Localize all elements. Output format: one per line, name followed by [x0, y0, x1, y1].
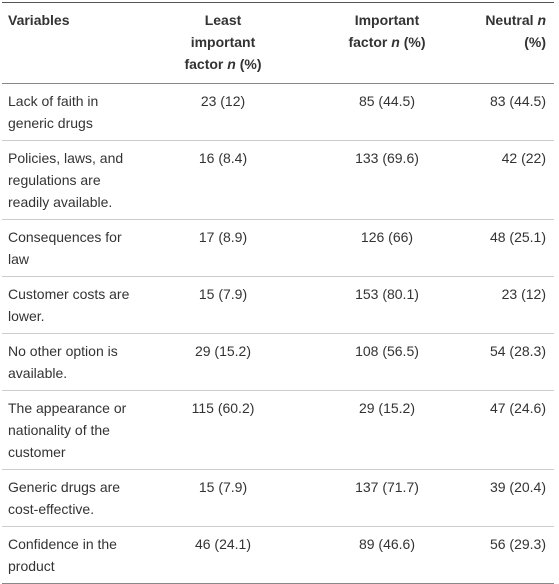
table-row: No other option is available. 29 (15.2) 10… [2, 333, 554, 391]
header-cell: Important factor n (%) [306, 2, 470, 84]
value-cell: 15 (7.9) [142, 276, 306, 334]
variable-cell: Lack of faith in generic drugs [2, 83, 142, 141]
header-unit: (%) [239, 56, 262, 72]
table-body: Lack of faith in generic drugs 23 (12) 85 … [2, 83, 554, 584]
value-cell: 54 (28.3) [470, 333, 554, 391]
value-cell: 23 (12) [142, 83, 306, 141]
header-wrap: Important factor n (%) [347, 9, 427, 53]
header-label: Least important factor [184, 12, 256, 72]
value-cell: 115 (60.2) [142, 390, 306, 470]
header-label: Variables [8, 12, 70, 28]
value-cell: 17 (8.9) [142, 219, 306, 277]
table-row: Generic drugs are cost-effective. 15 (7.9… [2, 469, 554, 527]
header-cell: Least important factor n (%) [142, 2, 306, 84]
table-row: Policies, laws, and regulations are read… [2, 140, 554, 220]
value-cell: 83 (44.5) [470, 83, 554, 141]
value-cell: 42 (22) [470, 140, 554, 220]
variable-cell: Generic drugs are cost-effective. [2, 469, 142, 527]
value-cell: 23 (12) [470, 276, 554, 334]
header-wrap: Neutral n (%) [485, 12, 546, 50]
header-n: n [227, 56, 236, 72]
variable-cell: No other option is available. [2, 333, 142, 391]
variable-cell: Policies, laws, and regulations are read… [2, 140, 142, 220]
value-cell: 47 (24.6) [470, 390, 554, 470]
header-n: n [391, 34, 400, 50]
table-row: Consequences for law 17 (8.9) 126 (66) 48 (… [2, 219, 554, 277]
variable-cell: The appearance or nationality of the cus… [2, 390, 142, 470]
header-row: Variables Least important factor n (%) Imp… [2, 2, 554, 84]
variable-cell: Consequences for law [2, 219, 142, 277]
variable-cell: Customer costs are lower. [2, 276, 142, 334]
value-cell: 39 (20.4) [470, 469, 554, 527]
header-label: Neutral [485, 12, 534, 28]
table-row: Lack of faith in generic drugs 23 (12) 85 … [2, 83, 554, 141]
header-label: Important factor [348, 12, 420, 50]
value-cell: 153 (80.1) [306, 276, 470, 334]
header-unit: (%) [403, 34, 426, 50]
value-cell: 46 (24.1) [142, 526, 306, 584]
header-wrap: Least important factor n (%) [178, 9, 268, 75]
header-cell: Variables [2, 2, 142, 84]
header-unit: (%) [524, 34, 546, 50]
value-cell: 108 (56.5) [306, 333, 470, 391]
header-n: n [537, 12, 546, 28]
variable-cell: Confidence in the product [2, 526, 142, 584]
value-cell: 137 (71.7) [306, 469, 470, 527]
header-wrap: Variables [8, 12, 70, 28]
table-row: The appearance or nationality of the cus… [2, 390, 554, 470]
value-cell: 48 (25.1) [470, 219, 554, 277]
header-cell: Neutral n (%) [470, 2, 554, 84]
value-cell: 15 (7.9) [142, 469, 306, 527]
value-cell: 85 (44.5) [306, 83, 470, 141]
value-cell: 16 (8.4) [142, 140, 306, 220]
value-cell: 89 (46.6) [306, 526, 470, 584]
value-cell: 29 (15.2) [142, 333, 306, 391]
value-cell: 126 (66) [306, 219, 470, 277]
table-row: Customer costs are lower. 15 (7.9) 153 (80… [2, 276, 554, 334]
value-cell: 29 (15.2) [306, 390, 470, 470]
value-cell: 56 (29.3) [470, 526, 554, 584]
table-row: Confidence in the product 46 (24.1) 89 (46… [2, 526, 554, 584]
value-cell: 133 (69.6) [306, 140, 470, 220]
